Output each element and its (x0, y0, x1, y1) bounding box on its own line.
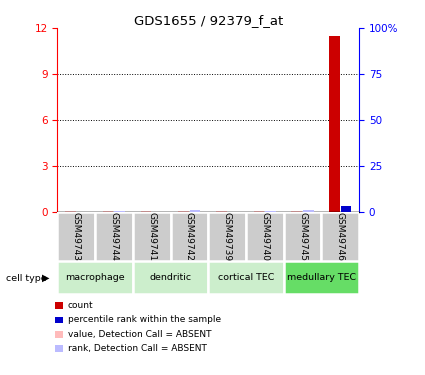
Text: medullary TEC: medullary TEC (287, 273, 356, 282)
Text: macrophage: macrophage (65, 273, 125, 282)
Text: GSM49745: GSM49745 (298, 212, 307, 261)
Bar (216, 211, 227, 212)
Text: cell type: cell type (6, 274, 47, 283)
Bar (170, 212, 208, 261)
Text: value, Detection Call = ABSENT: value, Detection Call = ABSENT (68, 330, 212, 339)
Bar (114, 211, 125, 212)
Text: GSM49743: GSM49743 (72, 212, 81, 261)
Title: GDS1655 / 92379_f_at: GDS1655 / 92379_f_at (133, 14, 283, 27)
Text: ▶: ▶ (42, 273, 49, 283)
Text: percentile rank within the sample: percentile rank within the sample (68, 315, 221, 324)
Bar (133, 261, 208, 294)
Bar (57, 212, 95, 261)
Bar (65, 211, 76, 212)
Bar (303, 210, 314, 212)
Bar (57, 261, 133, 294)
Bar (208, 212, 246, 261)
Text: cortical TEC: cortical TEC (218, 273, 274, 282)
Bar (141, 211, 151, 212)
Bar (284, 212, 321, 261)
Bar (190, 210, 201, 212)
Bar (254, 211, 264, 212)
Text: GSM49742: GSM49742 (185, 212, 194, 261)
Text: GSM49741: GSM49741 (147, 212, 156, 261)
Bar (321, 212, 359, 261)
Bar (292, 211, 302, 212)
Bar (341, 206, 351, 212)
Bar (246, 212, 284, 261)
Text: GSM49746: GSM49746 (336, 212, 345, 261)
Text: GSM49740: GSM49740 (261, 212, 269, 261)
Text: dendritic: dendritic (150, 273, 192, 282)
Bar (329, 36, 340, 212)
Bar (208, 261, 284, 294)
Bar (265, 211, 276, 212)
Bar (178, 211, 189, 212)
Text: rank, Detection Call = ABSENT: rank, Detection Call = ABSENT (68, 344, 207, 353)
Bar (95, 212, 133, 261)
Text: GSM49744: GSM49744 (110, 212, 119, 261)
Text: count: count (68, 301, 94, 310)
Text: GSM49739: GSM49739 (223, 211, 232, 261)
Bar (103, 211, 113, 212)
Bar (133, 212, 170, 261)
Bar (284, 261, 359, 294)
